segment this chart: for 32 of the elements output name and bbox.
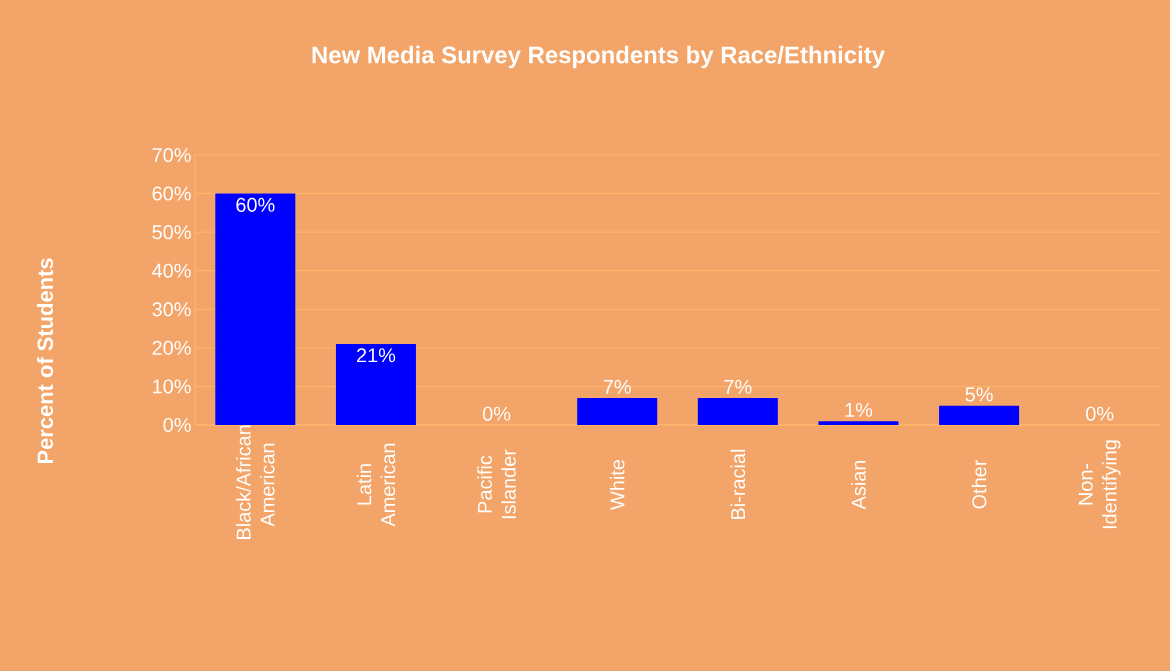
x-tick-label: Latin American [356,443,396,527]
bar [215,193,296,425]
data-label: 5% [965,387,993,402]
x-tick-label: Pacific Islander [477,449,516,519]
x-tick-label: Bi-racial [730,449,746,519]
x-tick-label: Non-Identifying [1078,440,1121,529]
y-tick-label: 50% [152,225,191,240]
y-tick-label: 60% [152,186,191,201]
x-tick-label: Black/African American [236,425,275,539]
x-tick-label: White [609,459,625,510]
data-label: 0% [1086,406,1114,421]
bar [697,398,778,425]
y-tick-label: 10% [153,379,191,394]
x-tick-label: Other [971,459,987,509]
y-tick-label: 40% [152,263,191,278]
y-tick-label: 20% [152,340,191,355]
bar [939,405,1020,425]
bar [335,344,416,425]
data-label: 21% [357,348,396,363]
chart-title: New Media Survey Respondents by Race/Ethnicity [312,45,885,69]
y-tick-label: 0% [163,417,191,433]
data-label: 1% [845,403,873,417]
x-tick-label: Asian [851,460,866,510]
data-label: 60% [236,197,275,212]
y-axis-title: Percent of Students [36,258,54,464]
data-label: 0% [482,406,511,421]
bar [818,421,899,425]
bar [577,398,658,425]
data-label: 7% [603,379,631,394]
y-tick-label: 30% [152,302,191,317]
y-tick-label: 70% [152,147,191,163]
data-label: 7% [724,379,752,394]
